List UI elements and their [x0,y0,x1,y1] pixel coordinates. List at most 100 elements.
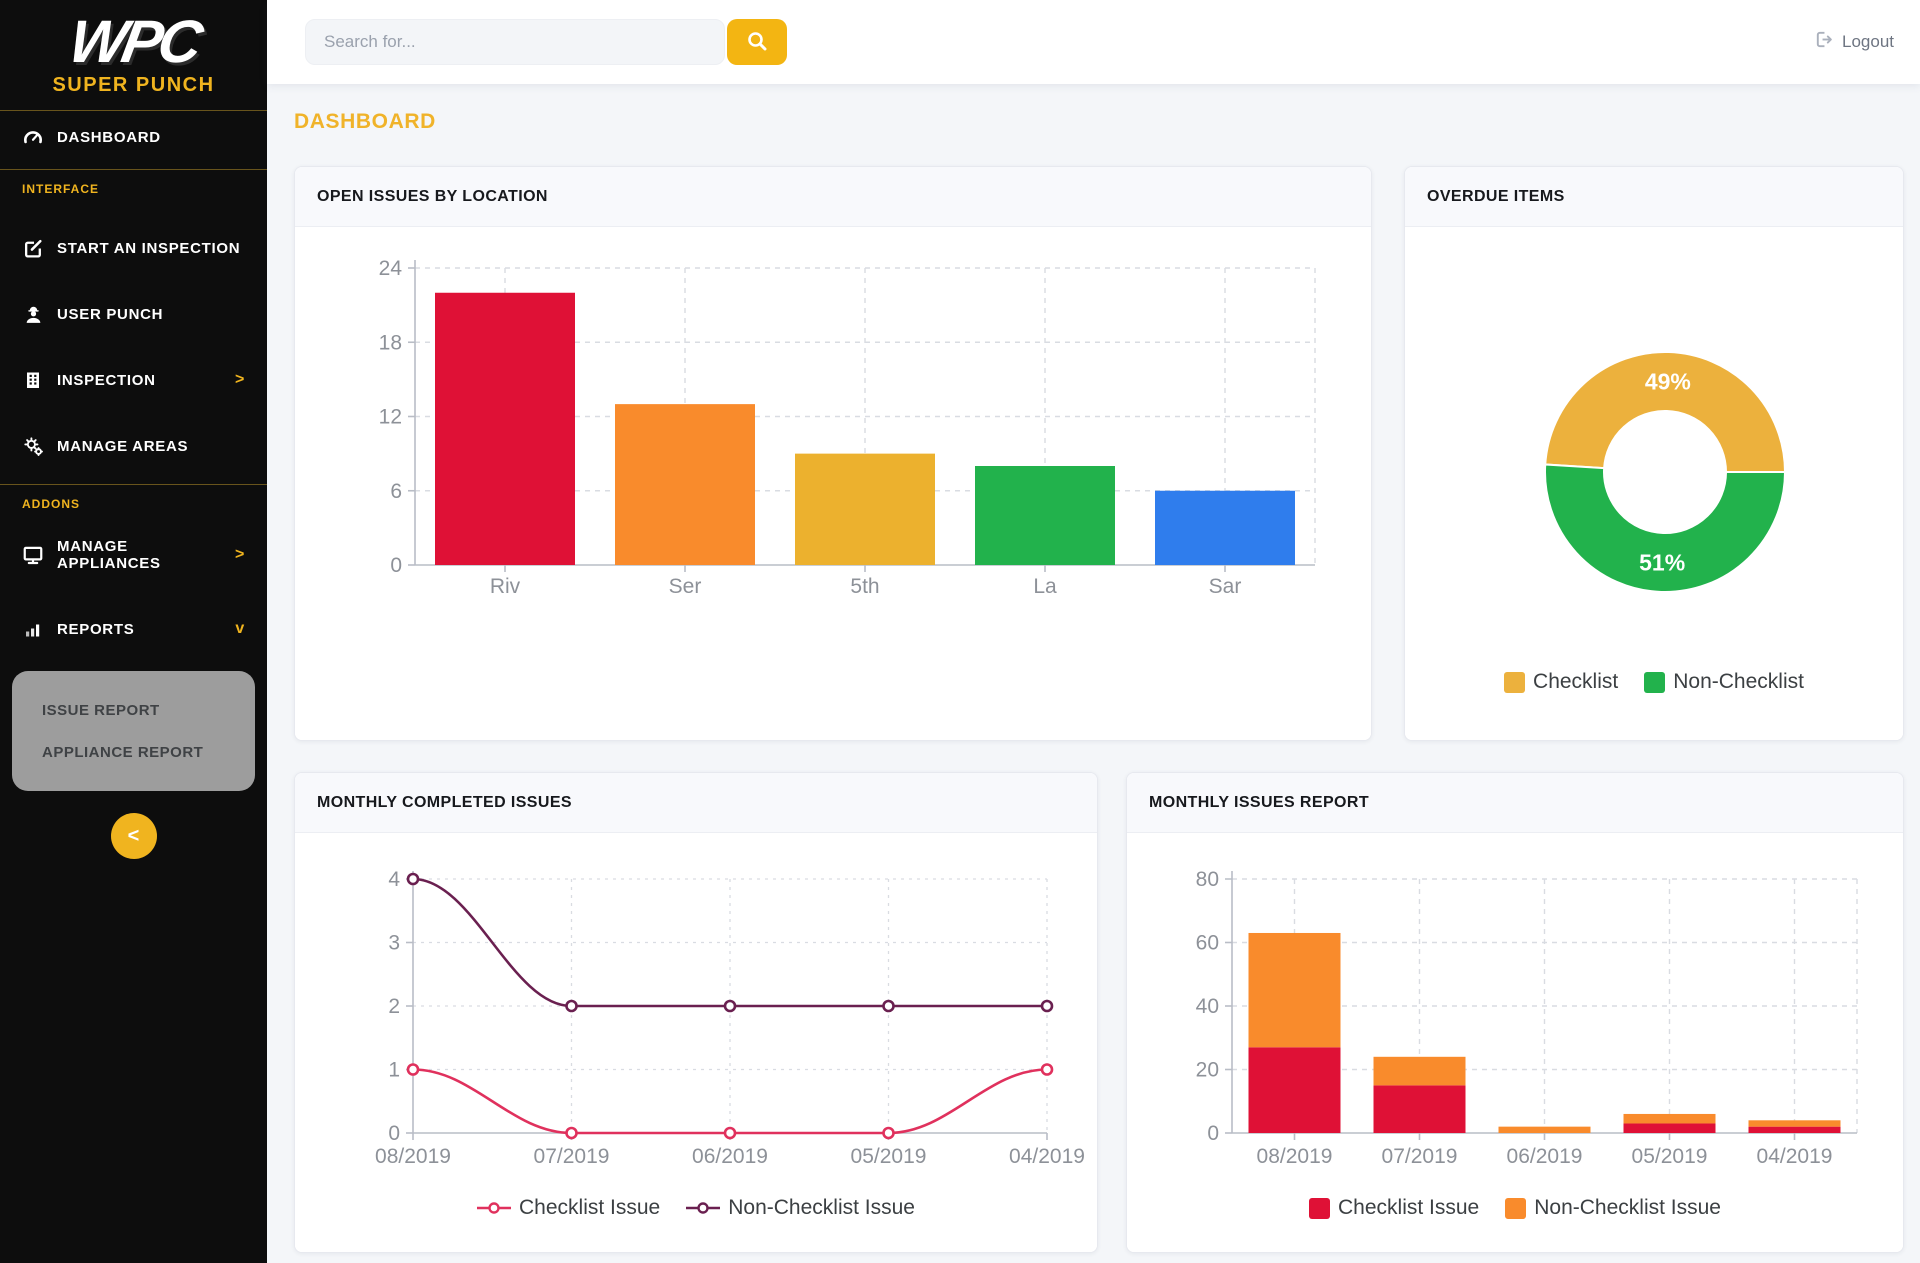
bar-Sar [1155,490,1295,565]
card-title: MONTHLY ISSUES REPORT [1149,793,1369,811]
bar-segment-Non-Checklist Issue [1248,932,1341,1048]
card-body: 0 1 2 3 4 08/2019 07/2019 06/2019 05/2019 04/2019… [295,833,1097,1252]
donut-slice-label: 49% [1645,369,1691,395]
card-body: 49% 51% Checklist Non-Checklist [1405,227,1903,740]
bar-chart-icon [22,618,44,640]
sidebar-item-dashboard[interactable]: DASHBOARD [0,111,267,163]
sidebar-item-inspection[interactable]: INSPECTION > [0,354,267,406]
card-header: OVERDUE ITEMS [1405,167,1903,227]
y-axis-tick-label: 0 [390,554,402,577]
content: DASHBOARD OPEN ISSUES BY LOCATION 0 6 12 18… [267,84,1920,1253]
logout-icon [1814,30,1833,54]
brand: WPC SUPER PUNCH [0,8,267,97]
x-axis-tick-label: Ser [669,575,702,598]
logout-label: Logout [1842,32,1894,51]
x-axis-tick-label: 05/2019 [1632,1145,1708,1168]
section-label-addons: ADDONS [22,497,81,511]
sidebar-item-manage-areas[interactable]: MANAGE AREAS [0,420,267,472]
bar-Riv [435,292,575,565]
card-header: OPEN ISSUES BY LOCATION [295,167,1371,227]
x-axis-tick-label: Sar [1209,575,1242,598]
legend-item-Non-Checklist Issue: Non-Checklist Issue [686,1196,915,1220]
data-point [882,1126,895,1140]
legend-label: Non-Checklist Issue [1534,1196,1721,1219]
bar-Ser [615,404,755,565]
monitor-icon [22,544,44,566]
x-axis-tick-label: 06/2019 [692,1145,768,1168]
search-input[interactable] [305,19,725,65]
x-axis-tick-label: 04/2019 [1757,1145,1833,1168]
x-axis-tick-label: 5th [850,575,879,598]
brand-subtitle: SUPER PUNCH [52,74,215,96]
bar-segment-Non-Checklist Issue [1623,1113,1716,1124]
legend-swatch [1505,1197,1527,1219]
y-axis-tick-label: 20 [1196,1059,1219,1082]
search-group [305,19,787,65]
line-chart-monthly-completed: 0 1 2 3 4 08/2019 07/2019 06/2019 05/2019 04/2019 [375,868,1085,1168]
x-axis-tick-label: 08/2019 [375,1145,451,1168]
card-title: OVERDUE ITEMS [1427,187,1565,205]
y-axis-tick-label: 3 [388,932,400,955]
x-axis-tick-label: 07/2019 [534,1145,610,1168]
logout-button[interactable]: Logout [1814,30,1894,54]
data-point [565,1126,578,1140]
search-icon [745,29,769,56]
bar-La [975,466,1115,565]
card-overdue-items: OVERDUE ITEMS 49% 51% Checklist Non-Checkl… [1404,166,1904,741]
x-axis-tick-label: 07/2019 [1382,1145,1458,1168]
gears-icon [22,435,44,457]
bar-chart-open-issues: 0 6 12 18 24 Riv Ser 5th La Sar [379,257,1316,598]
data-point [1040,1063,1054,1076]
submenu-item-appliance-report[interactable]: APPLIANCE REPORT [42,743,204,761]
sidebar-item-label: DASHBOARD [57,128,161,146]
sidebar-item-manage-appliances[interactable]: MANAGE APPLIANCES > [0,529,267,581]
legend-swatch [1504,671,1526,693]
y-axis-tick-label: 80 [1196,868,1219,891]
sidebar-item-label: MANAGE AREAS [57,437,189,455]
sidebar-item-user-punch[interactable]: USER PUNCH [0,288,267,340]
data-point [406,1063,420,1076]
legend-item-Checklist: Checklist [1504,670,1618,694]
chevron-right-icon: > [234,371,245,388]
data-point [1040,999,1054,1013]
line-legend: Checklist Issue Non-Checklist Issue [295,1196,1097,1220]
x-axis-tick-label: 05/2019 [851,1145,927,1168]
data-point [565,999,578,1013]
sidebar: WPC SUPER PUNCH DASHBOARD INTERFACE STAR… [0,0,267,1263]
card-monthly-completed-issues: MONTHLY COMPLETED ISSUES 0 1 2 3 4 08/2019 07/… [294,772,1098,1253]
data-point [723,999,737,1013]
stacked-bars [1248,932,1841,1133]
legend-label: Non-Checklist [1673,670,1804,693]
y-axis-tick-label: 4 [388,868,400,891]
card-header: MONTHLY COMPLETED ISSUES [295,773,1097,833]
legend-swatch [1309,1197,1331,1219]
legend-label: Checklist Issue [1338,1196,1480,1219]
sidebar-divider [0,484,267,485]
sidebar-item-start-an-inspection[interactable]: START AN INSPECTION [0,222,267,274]
card-monthly-issues-report: MONTHLY ISSUES REPORT 0 20 40 60 80 08/2019 07… [1126,772,1904,1253]
y-axis-tick-label: 1 [388,1059,400,1082]
sidebar-collapse-button[interactable]: < [110,813,157,859]
edit-icon [22,237,44,259]
y-axis-tick-label: 60 [1196,932,1219,955]
section-label-interface: INTERFACE [22,182,100,196]
sidebar-item-label: USER PUNCH [57,305,164,323]
sidebar-item-label: MANAGE APPLIANCES [57,538,161,572]
submenu-item-issue-report[interactable]: ISSUE REPORT [42,701,160,719]
card-header: MONTHLY ISSUES REPORT [1127,773,1903,833]
chevron-down-icon: v [235,620,245,637]
x-axis-tick-label: La [1033,575,1057,598]
bar-segment-Checklist Issue [1623,1123,1716,1133]
donut-chart-overdue-items: 49% 51% [1544,351,1787,594]
bar-segment-Non-Checklist Issue [1498,1126,1591,1133]
stacked-legend: Checklist Issue Non-Checklist Issue [1127,1196,1903,1220]
search-button[interactable] [727,19,787,65]
legend-label: Checklist [1533,670,1619,693]
y-axis-tick-label: 0 [388,1122,400,1145]
legend-item-Non-Checklist: Non-Checklist [1644,670,1804,694]
sidebar-divider [0,110,267,111]
y-axis-tick-label: 0 [1207,1122,1219,1145]
legend-item-Checklist Issue: Checklist Issue [1309,1196,1479,1220]
sidebar-item-reports[interactable]: REPORTS v [0,603,267,655]
